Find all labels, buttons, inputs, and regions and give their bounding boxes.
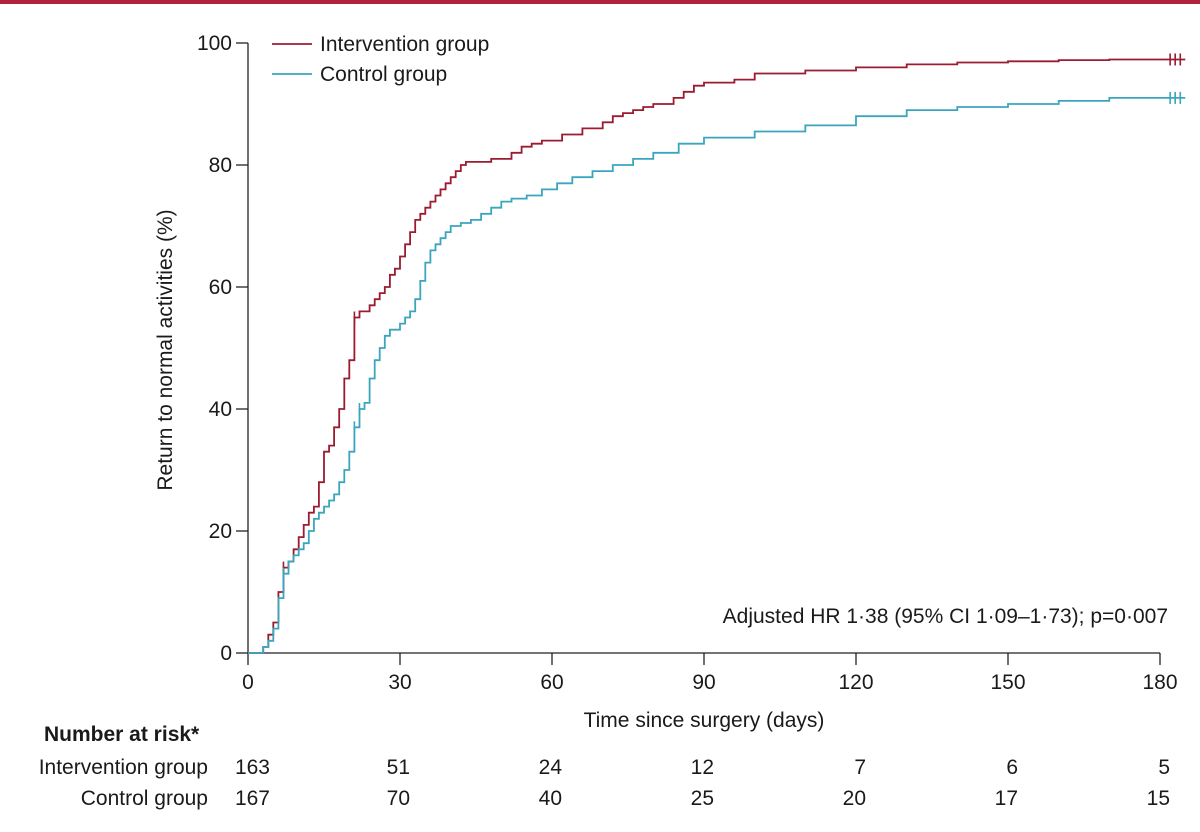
- x-tick-label: 30: [388, 671, 411, 694]
- x-tick-label: 120: [838, 671, 873, 694]
- legend: Intervention group Control group: [272, 33, 489, 86]
- legend-label: Control group: [320, 63, 447, 86]
- x-tick-label: 0: [242, 671, 254, 694]
- series-line-intervention: [248, 58, 1186, 654]
- hr-annotation: Adjusted HR 1·38 (95% CI 1·09–1·73); p=0…: [723, 605, 1168, 628]
- series-lines: [248, 53, 1186, 654]
- x-tick-label: 150: [990, 671, 1025, 694]
- legend-label: Intervention group: [320, 33, 489, 56]
- x-tick-label: 90: [692, 671, 715, 694]
- y-tick-label: 60: [209, 276, 232, 299]
- x-tick-label: 180: [1142, 671, 1177, 694]
- y-tick-label: 0: [220, 642, 232, 665]
- y-tick-label: 100: [197, 32, 232, 55]
- top-accent-rule: [0, 0, 1200, 4]
- x-axis-label: Time since surgery (days): [584, 709, 825, 732]
- y-tick-label: 20: [209, 520, 232, 543]
- axes: 0 20 40 60 80 100 0 30 60 90 120 150 180: [197, 32, 1178, 694]
- y-axis-label: Return to normal activities (%): [154, 209, 177, 490]
- x-tick-label: 60: [540, 671, 563, 694]
- series-line-control: [248, 97, 1186, 654]
- y-tick-label: 40: [209, 398, 232, 421]
- y-tick-label: 80: [209, 154, 232, 177]
